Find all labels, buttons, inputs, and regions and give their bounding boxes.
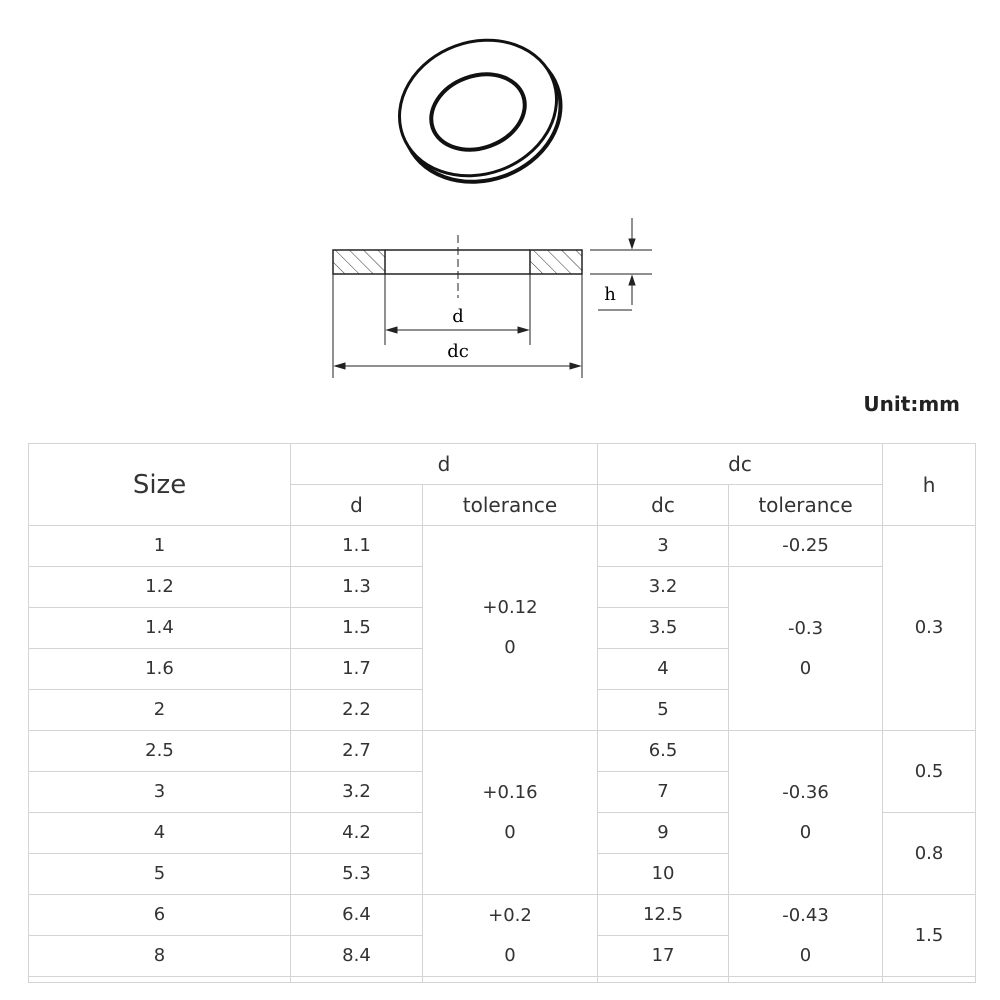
dc-cell: 12.5	[597, 894, 730, 936]
dc-cell: 6.5	[597, 730, 730, 772]
tolerance-cell: -0.25	[728, 525, 884, 567]
header-cell: h	[882, 443, 977, 526]
data-row: 2 2.2 5	[28, 689, 976, 731]
tolerance-cell: -0.36 0	[728, 730, 884, 895]
tolerance-cell: +0.2 0	[421, 894, 599, 977]
data-row: 2.5 2.7 +0.16 0 6.5 -0.36 0 0.5	[28, 730, 977, 895]
d-cell: 1.1	[290, 525, 423, 567]
dc-cell: 4	[597, 648, 730, 690]
washer-3d	[398, 38, 563, 184]
header-cell: Size	[28, 443, 291, 526]
d-cell: 1.5	[290, 607, 423, 649]
dc-cell: 5	[597, 689, 730, 731]
d-cell: 6.4	[290, 894, 423, 936]
size-cell: 5	[28, 853, 291, 895]
size-cell: 1.2	[28, 566, 291, 608]
size-cell: 8	[28, 935, 291, 977]
unit-label: Unit:mm	[863, 392, 960, 416]
dc-cell: 7	[597, 771, 730, 813]
empty-cell	[421, 976, 599, 983]
data-row: 1.4 1.5 3.5	[28, 607, 976, 649]
h-label: h	[604, 284, 616, 305]
h-cell: 0.3	[882, 525, 977, 731]
data-row: 6 6.4 +0.2 0 12.5 -0.43 0 1.5	[28, 894, 977, 977]
tolerance-lower: 0	[799, 944, 812, 966]
tolerance-upper: -0.3	[787, 617, 824, 639]
tolerance-upper: -0.36	[782, 781, 829, 803]
dc-cell: 10	[597, 853, 730, 895]
data-row: 8 8.4 17	[28, 935, 976, 977]
header-cell: d	[290, 484, 423, 526]
trailing-row	[28, 976, 977, 983]
d-cell: 8.4	[290, 935, 423, 977]
tolerance-lower: 0	[504, 821, 516, 843]
dc-cell: 3	[597, 525, 730, 567]
size-cell: 6	[28, 894, 291, 936]
table-body: Size d dc h d tolerance dc tolerance 1 1.…	[28, 443, 977, 983]
d-cell: 1.7	[290, 648, 423, 690]
tolerance-lower: 0	[799, 821, 812, 843]
size-cell: 4	[28, 812, 291, 854]
h-cell: 1.5	[882, 894, 977, 977]
empty-cell	[597, 976, 730, 983]
tolerance-lower: 0	[504, 637, 516, 658]
dc-cell: 3.5	[597, 607, 730, 649]
d-cell: 2.2	[290, 689, 423, 731]
d-label: d	[452, 306, 464, 327]
size-cell: 1.6	[28, 648, 291, 690]
header-cell: d	[289, 443, 599, 485]
tolerance-upper: -0.43	[782, 904, 829, 926]
tolerance-cell: -0.3 0	[728, 566, 884, 731]
d-cell: 3.2	[290, 771, 423, 813]
size-cell: 3	[28, 771, 291, 813]
cross-section	[332, 218, 652, 378]
d-cell: 5.3	[290, 853, 423, 895]
size-cell: 1.4	[28, 607, 291, 649]
size-table: Size d dc h d tolerance dc tolerance 1 1.…	[28, 443, 977, 983]
dc-cell: 9	[597, 812, 730, 854]
dc-cell: 3.2	[597, 566, 730, 608]
header-cell: tolerance	[421, 484, 599, 526]
tolerance-cell: -0.43 0	[728, 894, 884, 977]
tolerance-cell: +0.16 0	[421, 730, 599, 895]
d-cell: 2.7	[290, 730, 423, 772]
size-cell: 2.5	[28, 730, 291, 772]
dc-label: dc	[447, 341, 469, 362]
empty-cell	[290, 976, 423, 983]
tolerance-cell: +0.12 0	[421, 525, 599, 731]
h-cell: 0.5	[882, 730, 977, 813]
d-cell: 4.2	[290, 812, 423, 854]
header-cell: tolerance	[728, 484, 884, 526]
header-row: d tolerance dc tolerance	[29, 484, 976, 526]
header-cell: dc	[597, 484, 730, 526]
empty-cell	[728, 976, 884, 983]
data-row: 3 3.2 7	[28, 771, 976, 813]
tolerance-lower: 0	[504, 944, 516, 966]
size-cell: 2	[28, 689, 291, 731]
dc-cell: 17	[597, 935, 730, 977]
tolerance-upper: +0.16	[482, 781, 538, 803]
tolerance-upper: +0.2	[488, 904, 532, 926]
tolerance-upper: -0.25	[782, 535, 829, 556]
h-cell: 0.8	[882, 812, 977, 895]
data-row: 4 4.2 9 0.8	[28, 812, 977, 895]
empty-cell	[28, 976, 291, 983]
data-row: 1 1.1 +0.12 0 3 -0.25 0.3	[28, 525, 977, 731]
tolerance-lower: 0	[799, 657, 812, 679]
tolerance-upper: +0.12	[482, 597, 538, 618]
header-row: Size d dc h	[28, 443, 977, 526]
empty-cell	[882, 976, 977, 983]
data-row: 1.2 1.3 3.2 -0.3 0	[28, 566, 976, 731]
header-cell: dc	[597, 443, 884, 485]
d-cell: 1.3	[290, 566, 423, 608]
washer-drawing: d dc h	[332, 38, 652, 378]
size-cell: 1	[28, 525, 291, 567]
